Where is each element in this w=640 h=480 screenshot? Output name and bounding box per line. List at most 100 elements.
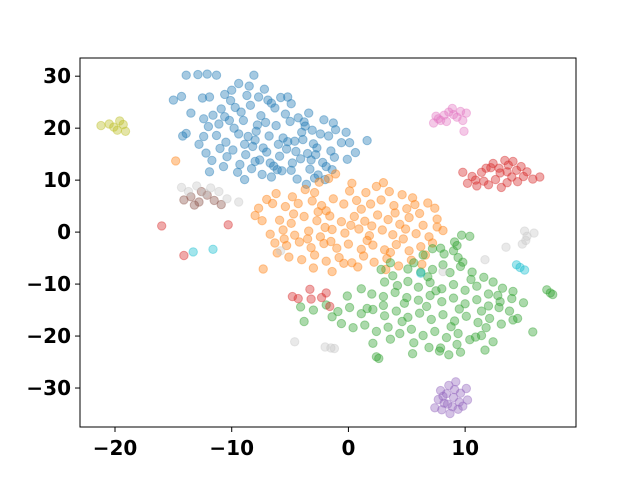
scatter-point bbox=[411, 229, 421, 239]
scatter-point bbox=[528, 174, 538, 184]
scatter-point bbox=[344, 186, 355, 196]
scatter-point bbox=[508, 315, 518, 325]
scatter-point bbox=[234, 78, 244, 89]
scatter-point bbox=[307, 125, 317, 135]
scatter-point bbox=[179, 195, 189, 205]
scatter-point bbox=[266, 98, 277, 108]
scatter-point bbox=[276, 92, 286, 103]
scatter-point bbox=[500, 155, 510, 166]
scatter-point bbox=[362, 235, 372, 246]
scatter-point bbox=[120, 126, 131, 137]
scatter-point bbox=[385, 258, 396, 268]
scatter-point bbox=[287, 291, 298, 302]
scatter-point bbox=[367, 221, 377, 231]
scatter-point bbox=[438, 391, 448, 401]
scatter-point bbox=[435, 385, 446, 396]
scatter-point bbox=[409, 338, 419, 348]
scatter-point bbox=[286, 165, 296, 176]
scatter-point bbox=[351, 195, 362, 206]
scatter-point bbox=[179, 250, 189, 261]
scatter-point bbox=[528, 327, 538, 337]
scatter-point bbox=[216, 104, 226, 114]
scatter-point bbox=[327, 224, 337, 235]
scatter-point bbox=[204, 92, 215, 102]
scatter-point bbox=[444, 107, 454, 117]
scatter-point bbox=[250, 210, 260, 221]
scatter-point bbox=[452, 240, 462, 251]
scatter-point bbox=[438, 310, 448, 320]
scatter-point bbox=[194, 139, 204, 150]
scatter-point bbox=[379, 245, 390, 255]
scatter-point bbox=[299, 211, 309, 222]
scatter-point bbox=[336, 217, 347, 227]
scatter-point bbox=[458, 401, 468, 411]
scatter-point bbox=[453, 252, 463, 263]
scatter-point bbox=[321, 256, 331, 266]
scatter-point bbox=[430, 203, 440, 213]
scatter-point bbox=[433, 394, 443, 405]
scatter-point bbox=[249, 70, 259, 80]
scatter-point bbox=[304, 108, 314, 118]
scatter-point bbox=[371, 352, 382, 362]
scatter-point bbox=[545, 288, 555, 298]
scatter-point bbox=[327, 312, 337, 322]
scatter-point bbox=[295, 154, 306, 164]
scatter-point bbox=[529, 228, 539, 238]
scatter-point bbox=[336, 318, 347, 329]
scatter-point bbox=[428, 118, 439, 128]
scatter-point bbox=[461, 311, 471, 321]
scatter-point bbox=[390, 208, 400, 218]
scatter-point bbox=[297, 127, 307, 138]
scatter-point bbox=[300, 184, 310, 195]
scatter-point bbox=[398, 234, 408, 244]
scatter-point bbox=[362, 303, 372, 314]
scatter-point bbox=[325, 211, 335, 221]
scatter-point bbox=[109, 122, 119, 132]
y-tick-label: −20 bbox=[26, 324, 71, 348]
scatter-point bbox=[274, 151, 285, 161]
scatter-point bbox=[406, 324, 417, 334]
scatter-point bbox=[298, 134, 308, 145]
scatter-point bbox=[211, 70, 222, 80]
scatter-point bbox=[300, 121, 310, 131]
scatter-point bbox=[439, 249, 449, 259]
scatter-point bbox=[216, 199, 226, 210]
scatter-point bbox=[326, 146, 336, 156]
scatter-point bbox=[437, 297, 447, 307]
scatter-point bbox=[433, 114, 443, 124]
scatter-point bbox=[220, 112, 230, 122]
scatter-point bbox=[431, 286, 441, 296]
scatter-point bbox=[438, 225, 448, 236]
scatter-point bbox=[403, 264, 413, 274]
scatter-point bbox=[472, 181, 482, 191]
scatter-point bbox=[253, 203, 264, 213]
scatter-point bbox=[381, 264, 391, 275]
scatter-point bbox=[502, 178, 512, 188]
scatter-point bbox=[368, 338, 378, 348]
scatter-point bbox=[272, 165, 282, 175]
scatter-point bbox=[284, 252, 294, 262]
y-tick-label: −30 bbox=[26, 376, 71, 400]
scatter-point bbox=[312, 216, 322, 226]
scatter-point bbox=[453, 404, 463, 414]
scatter-point bbox=[259, 84, 270, 94]
scatter-point bbox=[258, 143, 268, 153]
scatter-point bbox=[344, 138, 355, 148]
scatter-point bbox=[437, 284, 447, 294]
scatter-point bbox=[425, 290, 435, 301]
scatter-point bbox=[455, 261, 466, 272]
scatter-point bbox=[241, 150, 251, 160]
scatter-point bbox=[281, 240, 292, 251]
scatter-point bbox=[340, 228, 350, 238]
scatter-point bbox=[256, 111, 266, 121]
scatter-point bbox=[266, 172, 277, 182]
scatter-point bbox=[364, 231, 375, 241]
scatter-point bbox=[200, 188, 210, 198]
scatter-point bbox=[230, 102, 240, 113]
scatter-point bbox=[196, 186, 207, 197]
scatter-point bbox=[189, 200, 200, 210]
scatter-point bbox=[305, 284, 315, 294]
scatter-point bbox=[378, 300, 389, 311]
scatter-point bbox=[224, 115, 235, 126]
